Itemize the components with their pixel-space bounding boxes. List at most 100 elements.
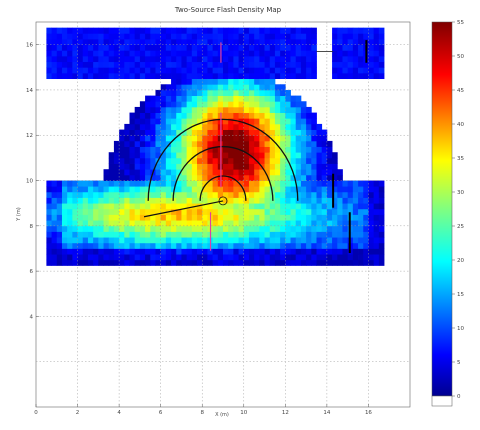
heat-cell bbox=[378, 50, 385, 57]
heat-cell bbox=[113, 259, 120, 266]
heat-cell bbox=[145, 118, 151, 125]
heat-cell bbox=[108, 27, 115, 34]
heat-cell bbox=[212, 135, 219, 142]
heat-cell bbox=[306, 123, 312, 130]
heat-cell bbox=[280, 259, 286, 266]
heat-cell bbox=[87, 242, 94, 249]
heat-cell bbox=[290, 174, 297, 181]
heat-cell bbox=[124, 242, 130, 249]
heat-cell bbox=[155, 169, 162, 176]
heat-cell bbox=[207, 101, 214, 108]
heat-cell bbox=[207, 259, 214, 266]
heat-cell bbox=[300, 180, 307, 187]
heat-cell bbox=[337, 55, 343, 63]
heat-cell bbox=[238, 106, 245, 113]
heat-cell bbox=[285, 135, 291, 142]
heat-cell bbox=[248, 140, 255, 147]
heat-cell bbox=[139, 106, 146, 113]
heat-cell bbox=[358, 231, 364, 238]
heat-cell bbox=[274, 44, 281, 51]
heat-cell bbox=[129, 61, 136, 68]
heat-cell bbox=[254, 27, 260, 34]
heat-cell bbox=[233, 169, 239, 176]
heat-cell bbox=[243, 55, 250, 63]
heat-cell bbox=[207, 186, 214, 193]
heat-cell bbox=[311, 61, 317, 68]
heat-cell bbox=[139, 169, 146, 176]
heat-cell bbox=[217, 220, 224, 227]
heat-cell bbox=[233, 220, 239, 227]
heat-cell bbox=[295, 140, 302, 147]
heat-cell bbox=[254, 242, 260, 249]
heat-cell bbox=[274, 112, 281, 119]
heat-cell bbox=[207, 191, 214, 198]
heat-cell bbox=[139, 129, 146, 136]
heat-cell bbox=[269, 84, 276, 91]
heat-cell bbox=[321, 254, 328, 261]
heat-cell bbox=[113, 225, 120, 232]
heat-cell bbox=[160, 191, 167, 198]
heat-cell bbox=[254, 123, 260, 130]
heat-cell bbox=[56, 67, 63, 74]
heat-cell bbox=[238, 259, 245, 266]
heat-cell bbox=[113, 157, 120, 164]
heat-cell bbox=[321, 208, 328, 215]
heat-cell bbox=[373, 248, 380, 255]
heat-cell bbox=[368, 67, 375, 74]
heat-cell bbox=[134, 67, 141, 74]
heat-cell bbox=[165, 231, 172, 238]
heat-cell bbox=[77, 61, 84, 68]
heat-cell bbox=[259, 135, 265, 142]
heat-cell bbox=[254, 67, 260, 74]
heat-cell bbox=[46, 67, 52, 74]
heat-cell bbox=[306, 203, 312, 210]
heat-cell bbox=[316, 129, 323, 136]
heat-cell bbox=[332, 72, 338, 80]
heat-cell bbox=[228, 112, 234, 119]
heat-cell bbox=[150, 55, 156, 63]
heat-cell bbox=[119, 27, 125, 34]
heat-cell bbox=[233, 123, 239, 130]
heat-cell bbox=[316, 225, 323, 232]
heat-cell bbox=[51, 33, 58, 40]
heat-cell bbox=[197, 72, 203, 80]
heat-cell bbox=[290, 140, 297, 147]
heat-cell bbox=[165, 163, 172, 170]
heat-cell bbox=[321, 129, 328, 136]
heat-cell bbox=[358, 220, 364, 227]
heat-cell bbox=[316, 208, 323, 215]
heat-cell bbox=[300, 55, 307, 63]
heat-cell bbox=[352, 191, 359, 198]
heat-cell bbox=[165, 84, 172, 91]
heat-cell bbox=[113, 248, 120, 255]
heat-cell bbox=[295, 157, 302, 164]
heat-cell bbox=[300, 220, 307, 227]
heat-cell bbox=[51, 27, 58, 34]
heat-cell bbox=[145, 259, 151, 266]
heat-cell bbox=[51, 220, 58, 227]
heat-cell bbox=[259, 78, 265, 85]
heat-cell bbox=[274, 191, 281, 198]
heat-cell bbox=[259, 33, 265, 40]
heat-cell bbox=[233, 89, 239, 96]
heat-cell bbox=[207, 174, 214, 181]
heat-cell bbox=[274, 101, 281, 108]
heat-cell bbox=[254, 61, 260, 68]
heat-cell bbox=[129, 38, 136, 46]
heat-cell bbox=[280, 84, 286, 91]
heat-cell bbox=[368, 50, 375, 57]
heat-cell bbox=[77, 231, 84, 238]
heat-cell bbox=[223, 135, 229, 142]
heat-cell bbox=[150, 174, 156, 181]
heat-cell bbox=[326, 254, 333, 261]
heat-cell bbox=[87, 191, 94, 198]
heat-cell bbox=[150, 27, 156, 34]
heat-cell bbox=[119, 225, 125, 232]
heat-cell bbox=[202, 112, 208, 119]
heat-cell bbox=[61, 197, 68, 204]
y-tick-label: 10 bbox=[26, 179, 33, 185]
heat-cell bbox=[300, 191, 307, 198]
heat-cell bbox=[316, 191, 323, 198]
heat-cell bbox=[46, 259, 52, 266]
heat-cell bbox=[285, 259, 291, 266]
